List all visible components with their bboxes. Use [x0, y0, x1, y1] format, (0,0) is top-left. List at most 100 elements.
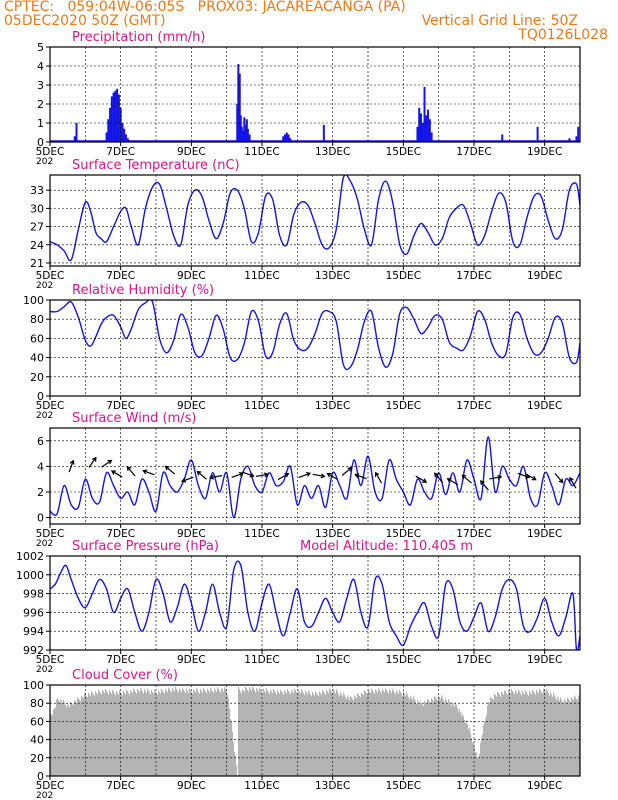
wind-arrow-head — [209, 474, 215, 480]
rh-series-line — [50, 300, 580, 371]
cloud-bar — [218, 689, 220, 776]
cloud-bar — [140, 687, 142, 776]
cloud-bar — [279, 694, 281, 776]
cloud-bar — [494, 694, 496, 776]
cloud-bar — [531, 694, 533, 776]
cloud-bar — [77, 697, 79, 776]
precip-bar — [287, 134, 290, 142]
cloud-bar — [397, 692, 399, 776]
cloud-bar — [475, 752, 477, 776]
cloud-bar — [227, 694, 229, 776]
cloud-bar — [253, 688, 255, 776]
cloud-bar — [262, 693, 264, 776]
x-year-label: 202 — [36, 411, 53, 421]
panel-frame — [49, 299, 581, 397]
cloud-bar — [201, 690, 203, 776]
cloud-bar — [130, 689, 132, 776]
cloud-bar — [178, 692, 180, 776]
cloud-bar — [527, 694, 529, 776]
y-tick-label: 1002 — [16, 550, 44, 563]
cloud-bar — [167, 692, 169, 776]
cloud-bar — [168, 687, 170, 776]
precip-bar — [238, 73, 241, 142]
y-tick-label: 2 — [37, 486, 44, 499]
cloud-bar — [100, 692, 102, 776]
cloud-bar — [462, 712, 464, 776]
wind-arrow-shaft — [415, 475, 427, 483]
cloud-bar — [380, 691, 382, 776]
cloud-bar — [172, 687, 174, 776]
cloud-bar — [216, 691, 218, 776]
x-tick-label: 11DEC — [244, 528, 279, 540]
cloud-bar — [83, 698, 85, 776]
x-tick-label: 13DEC — [315, 270, 350, 282]
cloud-bar — [195, 693, 197, 776]
cloud-bar — [144, 689, 146, 776]
wind-arrow-shaft — [355, 474, 367, 480]
cloud-bar — [211, 689, 213, 776]
cloud-bar — [246, 688, 248, 776]
cloud-bar — [508, 689, 510, 776]
cloud-bar — [158, 690, 160, 776]
cloud-bar — [548, 693, 550, 776]
wind-arrow-shaft — [255, 473, 269, 477]
cloud-bar — [107, 692, 109, 776]
x-tick-label: 7DEC — [106, 270, 135, 282]
header-run-time: 05DEC2020 50Z (GMT) — [4, 13, 166, 29]
cloud-bar — [533, 691, 535, 776]
y-tick-label: 0 — [37, 770, 44, 783]
cloud-bar — [556, 700, 558, 776]
wind-arrow-head — [69, 459, 75, 465]
cloud-bar — [529, 691, 531, 776]
precip-bar — [240, 126, 243, 142]
cloud-bar — [488, 702, 490, 776]
x-tick-label: 11DEC — [244, 780, 279, 792]
wind-arrow-head — [422, 478, 428, 483]
cloud-bar — [538, 693, 540, 776]
cloud-bar — [420, 700, 422, 776]
cloud-bar — [375, 689, 377, 776]
panel-frame — [49, 684, 581, 777]
cloud-bar — [230, 718, 232, 776]
cloud-bar — [353, 700, 355, 776]
cloud-bar — [445, 698, 447, 776]
cloud-bar — [413, 696, 415, 776]
cloud-bar — [65, 705, 67, 776]
cloud-bar — [62, 703, 64, 776]
precip-bar — [75, 123, 78, 142]
cloud-bar — [496, 696, 498, 776]
wind-arrow-shaft — [312, 473, 325, 477]
cloud-bar — [512, 690, 514, 776]
cloud-bar — [576, 698, 578, 776]
cloud-bar — [433, 700, 435, 776]
temp-series-line — [50, 175, 580, 262]
wind-arrow-shaft — [242, 471, 254, 477]
precip-bar — [285, 132, 288, 142]
cloud-bar — [75, 701, 77, 776]
cloud-bar — [74, 700, 76, 776]
cloud-bar — [283, 694, 285, 776]
cloud-bar — [88, 692, 90, 776]
cloud-bar — [169, 689, 171, 776]
precip-bar — [242, 130, 245, 142]
x-tick-label: 9DEC — [177, 146, 206, 158]
cloud-bar — [328, 693, 330, 776]
cloud-bar — [451, 705, 453, 776]
cloud-bar — [55, 707, 57, 776]
cloud-bar — [474, 746, 476, 776]
cloud-bar — [124, 692, 126, 776]
precip-bar — [245, 119, 248, 142]
cloud-bar — [303, 693, 305, 776]
cloud-bar — [407, 694, 409, 776]
y-tick-label: 80 — [30, 313, 44, 326]
cloud-bar — [254, 690, 256, 776]
cloud-bar — [389, 689, 391, 776]
header-model-id: TQ0126L028 — [518, 27, 608, 43]
cloud-bar — [309, 692, 311, 776]
cloud-bar — [205, 691, 207, 776]
cloud-bar — [188, 692, 190, 776]
cloud-bar — [255, 692, 257, 776]
cloud-bar — [464, 720, 466, 776]
cloud-bar — [193, 689, 195, 776]
wind-arrow-head — [461, 474, 467, 480]
